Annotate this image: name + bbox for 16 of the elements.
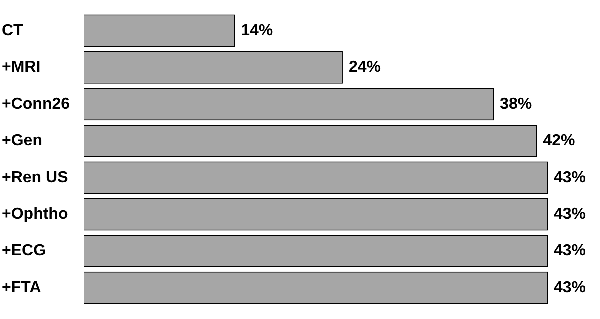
y-tick-label: +Conn26 bbox=[2, 96, 70, 113]
data-label: 42% bbox=[543, 132, 576, 150]
y-tick-label: +Gen bbox=[2, 132, 42, 150]
y-tick-label: +Ophtho bbox=[2, 206, 68, 223]
y-tick-label: +FTA bbox=[2, 279, 42, 296]
data-label: 43% bbox=[554, 169, 586, 186]
data-label: 43% bbox=[554, 279, 586, 296]
data-label: 38% bbox=[500, 96, 532, 113]
data-label: 43% bbox=[554, 242, 586, 260]
data-label: 43% bbox=[554, 206, 586, 223]
data-label: 24% bbox=[348, 59, 382, 76]
data-label: 14% bbox=[241, 22, 274, 40]
y-tick-label: +MRI bbox=[2, 59, 41, 76]
y-tick-label: +Ren US bbox=[2, 169, 69, 186]
y-tick-label: CT bbox=[2, 22, 24, 40]
y-tick-label: +ECG bbox=[2, 242, 46, 260]
